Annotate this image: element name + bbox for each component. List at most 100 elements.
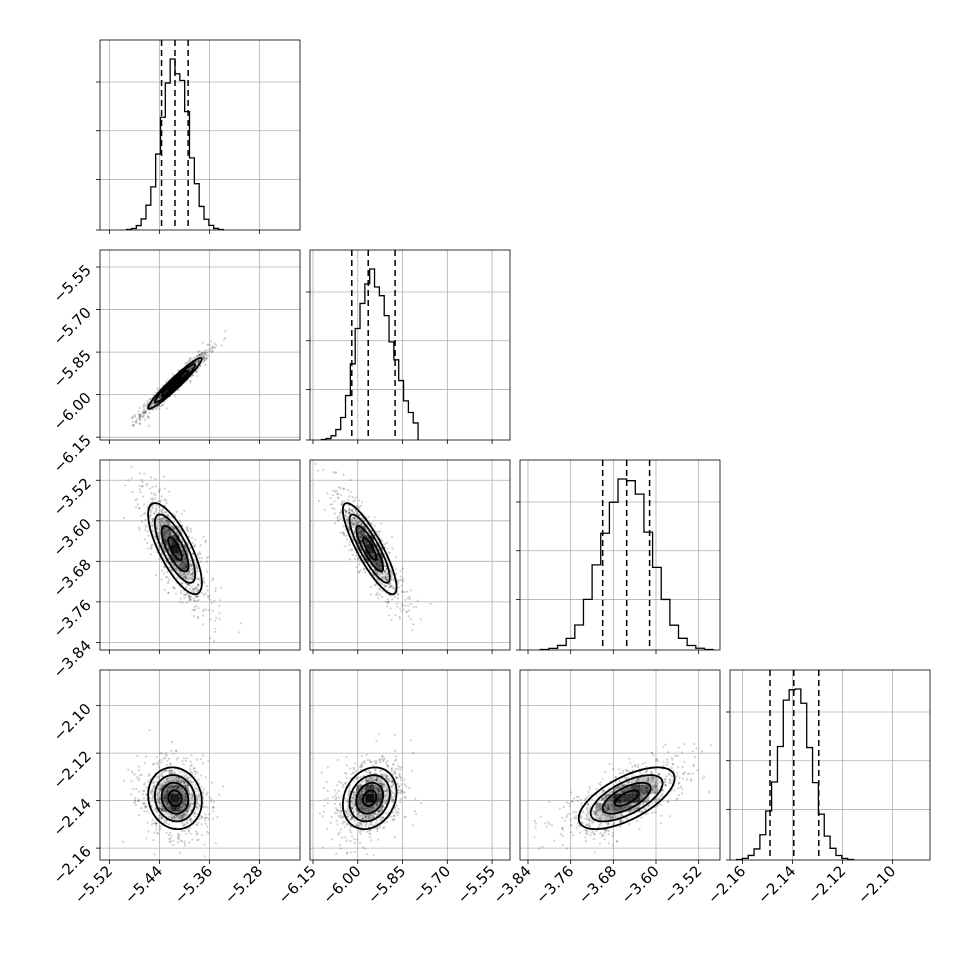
scatter-point xyxy=(189,368,192,371)
contour-level-3 xyxy=(154,774,196,823)
scatter-point xyxy=(396,814,399,817)
scatter-point xyxy=(355,788,358,792)
scatter-point xyxy=(593,851,596,854)
scatter-point xyxy=(191,577,194,581)
scatter-point xyxy=(209,637,212,640)
scatter-point xyxy=(391,547,394,550)
scatter-point xyxy=(376,789,379,792)
scatter-point xyxy=(376,786,379,790)
scatter-point xyxy=(364,816,367,819)
scatter-point xyxy=(191,536,194,539)
scatter-point xyxy=(390,618,393,621)
scatter-point xyxy=(139,415,142,418)
scatter-point xyxy=(352,796,355,799)
scatter-point xyxy=(158,801,161,805)
scatter-point xyxy=(386,760,389,763)
scatter-point xyxy=(384,862,386,864)
scatter-point xyxy=(167,549,170,552)
scatter-point xyxy=(193,588,196,591)
scatter-point xyxy=(356,511,359,514)
scatter-point xyxy=(334,470,337,474)
scatter-point xyxy=(144,410,147,413)
scatter-point xyxy=(351,518,354,521)
scatter-point xyxy=(585,823,588,826)
scatter-point xyxy=(143,810,146,813)
scatter-point xyxy=(341,816,344,819)
scatter-point xyxy=(376,788,379,791)
scatter-point xyxy=(210,340,213,343)
scatter-point xyxy=(213,619,216,622)
scatter-point xyxy=(351,818,354,821)
scatter-point xyxy=(194,538,197,541)
scatter-point xyxy=(375,803,378,806)
scatter-point xyxy=(148,797,152,800)
scatter-point xyxy=(379,587,382,590)
scatter-point xyxy=(358,824,361,827)
scatter-point xyxy=(188,588,192,591)
scatter-point xyxy=(586,809,590,813)
scatter-point xyxy=(131,787,135,791)
scatter-point xyxy=(615,787,618,790)
scatter-point xyxy=(197,821,200,825)
scatter-point xyxy=(336,492,340,496)
scatter-point xyxy=(353,768,356,771)
scatter-point xyxy=(177,834,180,837)
density-cell xyxy=(374,544,384,554)
scatter-point xyxy=(159,396,162,399)
scatter-point xyxy=(374,784,377,787)
scatter-point xyxy=(155,807,158,810)
scatter-point xyxy=(171,586,174,589)
scatter-point xyxy=(354,521,357,524)
scatter-point xyxy=(187,805,191,808)
scatter-point xyxy=(144,410,147,413)
scatter-point xyxy=(167,521,170,524)
scatter-point xyxy=(388,551,391,555)
scatter-point xyxy=(224,330,227,333)
scatter-point xyxy=(175,510,178,513)
scatter-point xyxy=(374,772,377,775)
scatter-point xyxy=(202,536,205,539)
scatter-point xyxy=(147,774,150,777)
scatter-point xyxy=(550,824,554,827)
scatter-point xyxy=(179,528,182,531)
scatter-point xyxy=(165,811,168,814)
scatter-point xyxy=(166,514,169,517)
scatter-point xyxy=(192,597,195,600)
scatter-point xyxy=(360,764,363,768)
scatter-point xyxy=(321,815,324,818)
scatter-point xyxy=(157,778,161,781)
scatter-point xyxy=(156,389,159,392)
scatter-point xyxy=(572,816,576,820)
scatter-point xyxy=(193,356,196,359)
y-tick-label: −5.55 xyxy=(50,261,95,306)
scatter-point xyxy=(336,809,339,812)
scatter-point xyxy=(155,793,159,796)
scatter-point xyxy=(354,823,357,826)
scatter-point xyxy=(339,828,342,831)
scatter-point xyxy=(188,367,191,370)
scatter-point xyxy=(352,791,356,794)
scatter-point xyxy=(159,825,162,828)
scatter-point xyxy=(331,838,334,841)
scatter-point xyxy=(218,612,221,615)
scatter-point xyxy=(182,757,186,760)
scatter-point xyxy=(359,569,362,572)
scatter-point xyxy=(159,520,162,524)
scatter-point xyxy=(337,833,340,836)
scatter-point xyxy=(340,503,343,506)
scatter-point xyxy=(182,802,185,805)
scatter-point xyxy=(346,851,349,854)
scatter-point xyxy=(353,803,357,807)
scatter-point xyxy=(206,816,209,819)
scatter-point xyxy=(390,578,393,582)
scatter-point xyxy=(106,442,108,444)
scatter-point xyxy=(361,816,364,819)
scatter-point xyxy=(189,598,192,602)
scatter-point xyxy=(381,804,384,807)
contour-level-4 xyxy=(147,356,203,410)
scatter-point xyxy=(375,803,378,806)
scatter-point xyxy=(349,767,352,770)
scatter-point xyxy=(398,615,401,619)
scatter-point xyxy=(185,526,188,529)
scatter-point xyxy=(202,577,205,580)
